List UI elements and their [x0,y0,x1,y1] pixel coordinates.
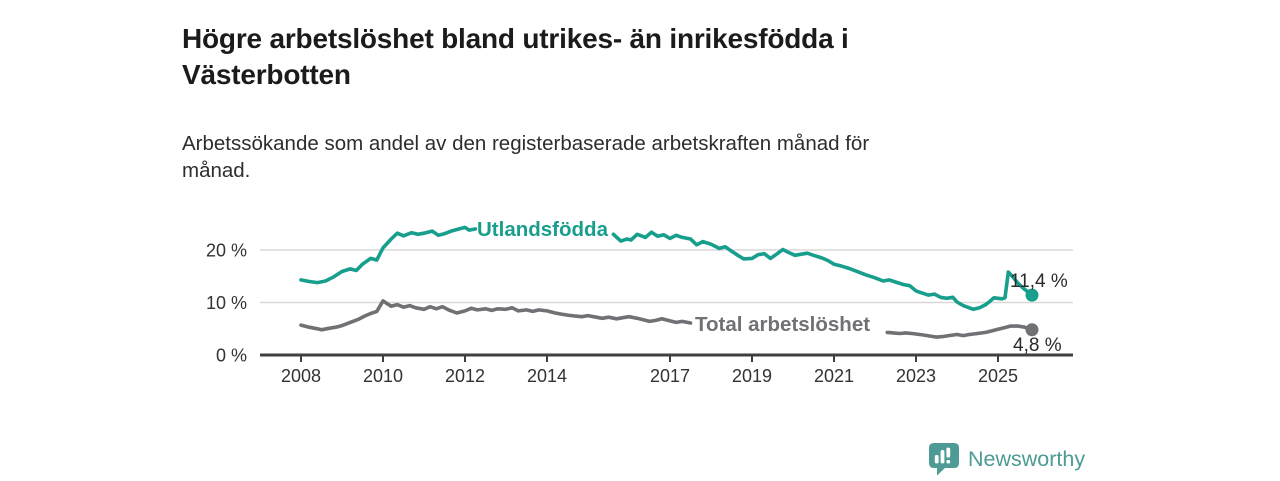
x-axis-label: 2023 [896,366,936,386]
series-line-utlandsfodda [611,230,1034,312]
x-axis-label: 2021 [814,366,854,386]
y-axis-label: 10 % [206,293,247,313]
series-end-dot-utlandsfodda [1025,288,1039,302]
series-line-total-arbetsloshet [885,324,1034,339]
series-inline-label-utlandsfodda: Utlandsfödda [477,218,609,241]
y-axis-label: 20 % [206,241,247,261]
series-line-utlandsfodda [299,225,478,285]
x-axis-label: 2008 [281,366,321,386]
chart-subtitle: Arbetssökande som andel av den registerb… [182,131,870,183]
chart-title: Högre arbetslöshet bland utrikes- än inr… [182,22,849,90]
series-end-value-utlandsfodda: 11,4 % [1010,271,1068,292]
x-axis-label: 2012 [445,366,485,386]
x-axis-label: 2019 [732,366,772,386]
x-axis-label: 2017 [650,366,690,386]
newsworthy-wordmark: Newsworthy [968,447,1086,471]
x-axis-label: 2014 [527,366,567,386]
x-axis-label: 2010 [363,366,403,386]
series-end-dot-total-arbetsloshet [1025,323,1039,337]
newsworthy-logo[interactable]: Newsworthy [929,443,1085,477]
y-axis-label: 0 % [216,346,247,366]
x-axis-label: 2025 [978,366,1018,386]
series-end-value-total-arbetsloshet: 4,8 % [1013,335,1062,356]
newsworthy-chart-bubble-icon [929,443,959,481]
series-inline-label-total-arbetsloshet: Total arbetslöshet [695,313,870,336]
series-line-total-arbetsloshet [299,299,693,332]
